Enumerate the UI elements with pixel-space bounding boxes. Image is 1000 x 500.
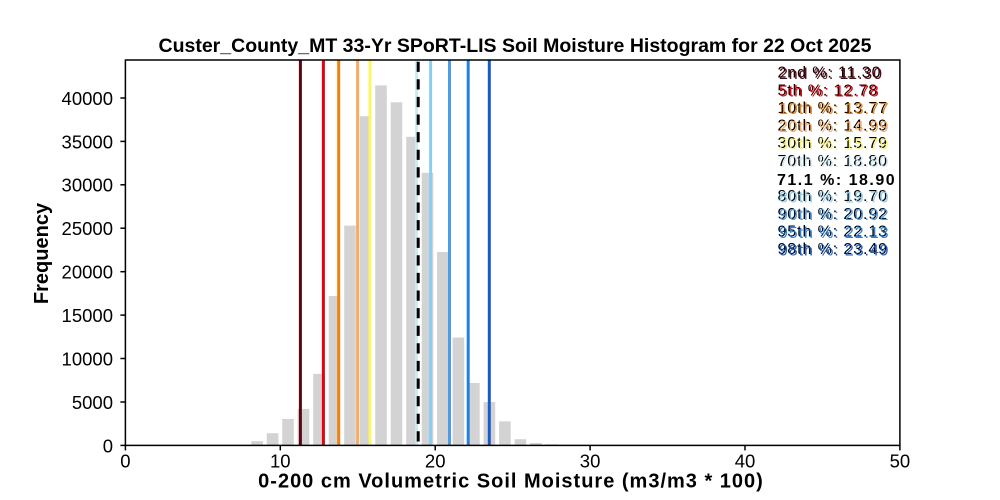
svg-text:15000: 15000 [62,305,113,326]
svg-text:5000: 5000 [72,392,113,413]
svg-text:25000: 25000 [62,218,113,239]
svg-text:71.1 %: 18.90: 71.1 %: 18.90 [777,172,896,189]
svg-text:Custer_County_MT 33-Yr SPoRT-L: Custer_County_MT 33-Yr SPoRT-LIS Soil Mo… [159,35,872,57]
svg-text:5th %: 12.78: 5th %: 12.78 [779,84,880,101]
svg-text:98th %: 23.49: 98th %: 23.49 [779,243,889,260]
svg-text:30000: 30000 [62,175,113,196]
svg-text:90th %: 20.92: 90th %: 20.92 [779,207,889,224]
svg-text:20000: 20000 [62,262,113,283]
svg-text:0-200 cm Volumetric Soil Moist: 0-200 cm Volumetric Soil Moisture (m3/m3… [258,471,764,493]
svg-text:10th %: 13.77: 10th %: 13.77 [779,101,889,118]
svg-text:70th %: 18.80: 70th %: 18.80 [779,154,889,171]
svg-text:35000: 35000 [62,131,113,152]
svg-text:40: 40 [735,451,756,472]
svg-text:20th %: 14.99: 20th %: 14.99 [779,119,889,136]
svg-text:30: 30 [580,451,601,472]
svg-text:10: 10 [270,451,291,472]
svg-text:0: 0 [103,435,113,456]
svg-text:10000: 10000 [62,348,113,369]
svg-text:0: 0 [120,451,130,472]
svg-text:95th %: 22.13: 95th %: 22.13 [779,225,889,242]
svg-text:80th %: 19.70: 80th %: 19.70 [779,190,889,207]
svg-text:Frequency: Frequency [31,202,53,304]
svg-text:2nd %: 11.30: 2nd %: 11.30 [779,66,883,83]
svg-text:40000: 40000 [62,88,113,109]
svg-text:20: 20 [425,451,446,472]
svg-text:30th %: 15.79: 30th %: 15.79 [779,137,889,154]
svg-text:50: 50 [890,451,911,472]
